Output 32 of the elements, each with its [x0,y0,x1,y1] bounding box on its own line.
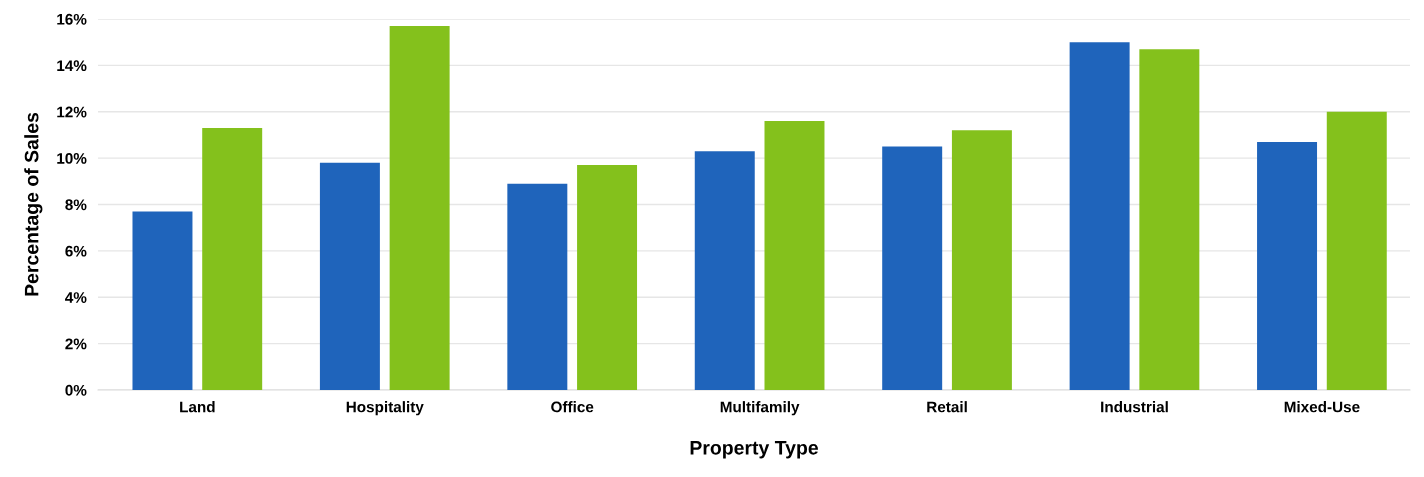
bar [882,146,943,390]
y-tick-label: 0% [65,384,87,396]
bar [1069,42,1130,390]
y-tick-label: 2% [65,338,87,350]
x-axis-title: Property Type [690,441,818,459]
x-tick-label: Industrial [1101,401,1168,413]
y-tick-label: 6% [65,245,87,257]
bar [389,25,450,390]
bar [1139,49,1200,390]
x-tick-label: Office [551,401,594,413]
bar [319,162,380,390]
bar [132,211,193,390]
bar [1326,111,1387,390]
y-tick-label: 14% [57,60,87,72]
y-axis-title: Percentage of Sales [24,112,43,296]
bar [694,151,755,390]
x-tick-label: Hospitality [346,401,424,416]
bar [1257,141,1318,390]
bar [764,121,825,390]
y-tick-label: 12% [57,106,87,118]
y-tick-label: 8% [65,199,87,211]
x-tick-label: Land [180,401,215,413]
y-tick-label: 10% [57,152,87,164]
y-tick-label: 16% [57,13,87,25]
bar [951,130,1012,390]
bar [577,165,638,390]
x-tick-label: Mixed-Use [1284,401,1360,413]
y-tick-label: 4% [65,292,87,303]
x-tick-label: Retail [927,401,967,413]
x-tick-label: Multifamily [720,401,800,416]
bar [202,127,263,390]
bar [507,183,568,390]
